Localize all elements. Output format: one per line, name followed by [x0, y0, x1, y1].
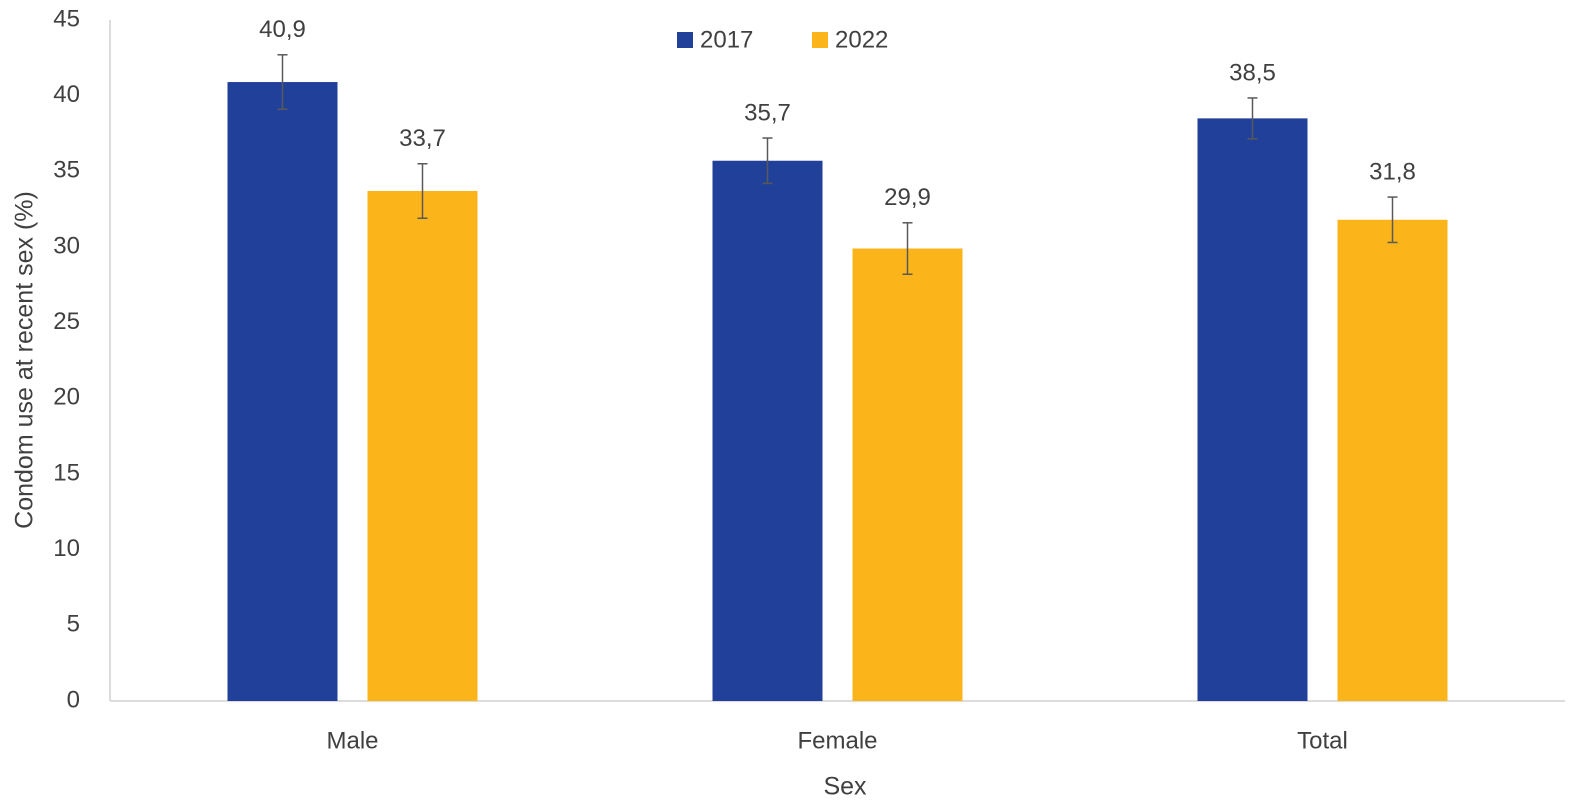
legend-label: 2022 [835, 26, 888, 53]
y-tick-label: 10 [53, 535, 80, 562]
x-tick-label: Total [1297, 727, 1348, 754]
bar [1197, 118, 1308, 701]
legend-label: 2017 [700, 26, 753, 53]
y-tick-label: 30 [53, 232, 80, 259]
x-tick-label: Female [797, 727, 877, 754]
y-axis-title: Condom use at recent sex (%) [11, 191, 39, 529]
error-bar [902, 222, 913, 275]
x-axis-title: Sex [823, 773, 867, 801]
y-tick-label: 20 [53, 384, 80, 411]
data-label: 31,8 [1369, 158, 1416, 185]
y-tick-label: 15 [53, 459, 80, 486]
x-tick-label: Male [326, 727, 378, 754]
y-tick-label: 40 [53, 81, 80, 108]
data-label: 35,7 [744, 99, 791, 126]
y-tick-label: 5 [67, 611, 80, 638]
y-tick-label: 45 [53, 5, 80, 32]
error-bar [1387, 196, 1398, 244]
error-bar [762, 137, 773, 185]
error-bar [1247, 97, 1258, 140]
y-tick-label: 0 [67, 686, 80, 713]
data-label: 38,5 [1229, 59, 1276, 86]
legend-swatch [677, 32, 693, 48]
data-label: 33,7 [399, 125, 446, 152]
bar [367, 191, 478, 702]
bar [712, 160, 823, 702]
legend-swatch [812, 32, 828, 48]
bar [227, 82, 338, 701]
y-tick-label: 25 [53, 308, 80, 335]
data-label: 40,9 [259, 16, 306, 43]
y-tick-label: 35 [53, 157, 80, 184]
data-label: 29,9 [884, 184, 931, 211]
error-bar [277, 54, 288, 111]
error-bar [417, 163, 428, 219]
bar [852, 248, 963, 701]
bar [1337, 219, 1448, 701]
